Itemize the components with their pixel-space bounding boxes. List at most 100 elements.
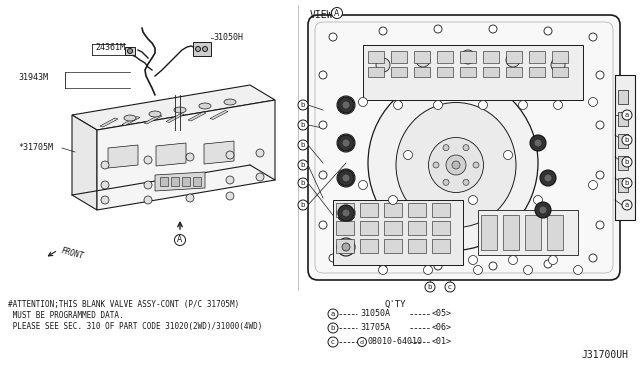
Circle shape (337, 169, 355, 187)
Circle shape (596, 121, 604, 129)
Circle shape (342, 139, 350, 147)
Circle shape (539, 206, 547, 214)
Circle shape (504, 151, 513, 160)
Bar (547, 215, 563, 250)
Circle shape (379, 260, 387, 268)
Polygon shape (156, 143, 186, 166)
Circle shape (388, 196, 397, 205)
Ellipse shape (124, 115, 136, 121)
Circle shape (425, 282, 435, 292)
Text: *31705M: *31705M (18, 144, 53, 153)
Bar (125, 47, 135, 55)
Circle shape (328, 323, 338, 333)
Text: 08010-64010: 08010-64010 (368, 337, 423, 346)
Circle shape (489, 262, 497, 270)
Circle shape (506, 53, 520, 67)
Text: FRONT: FRONT (60, 247, 84, 262)
Bar (384, 239, 402, 253)
Circle shape (127, 48, 132, 54)
FancyBboxPatch shape (308, 15, 620, 280)
Circle shape (328, 337, 338, 347)
Circle shape (473, 162, 479, 168)
Text: d: d (360, 340, 364, 344)
Bar (391, 51, 407, 63)
Circle shape (379, 27, 387, 35)
Circle shape (186, 179, 194, 187)
Circle shape (443, 145, 449, 151)
Polygon shape (97, 100, 275, 210)
Circle shape (551, 58, 565, 72)
Circle shape (337, 204, 355, 222)
Circle shape (298, 100, 308, 110)
Bar (360, 221, 378, 235)
Bar (529, 67, 545, 77)
Bar (618, 156, 628, 170)
Text: b: b (625, 180, 629, 186)
Bar (368, 51, 384, 63)
Polygon shape (193, 177, 201, 186)
Circle shape (434, 262, 442, 270)
Circle shape (424, 266, 433, 275)
Bar (414, 51, 430, 63)
Bar (615, 75, 635, 220)
Text: b: b (301, 202, 305, 208)
Circle shape (342, 101, 350, 109)
Circle shape (329, 254, 337, 262)
Circle shape (101, 161, 109, 169)
Circle shape (332, 7, 342, 19)
Circle shape (622, 135, 632, 145)
Circle shape (468, 256, 477, 264)
Circle shape (226, 192, 234, 200)
Circle shape (342, 174, 350, 182)
Circle shape (226, 176, 234, 184)
Bar (408, 221, 426, 235)
Text: b: b (301, 142, 305, 148)
Text: J31700UH: J31700UH (581, 350, 628, 360)
Text: b: b (301, 102, 305, 108)
Text: 24361M: 24361M (95, 42, 125, 51)
Circle shape (596, 71, 604, 79)
Bar (336, 221, 354, 235)
Text: b: b (301, 162, 305, 168)
Bar (552, 67, 568, 77)
Text: b: b (428, 284, 432, 290)
Circle shape (358, 337, 367, 346)
Circle shape (358, 180, 367, 189)
Bar (529, 51, 545, 63)
Text: 31705A: 31705A (360, 324, 390, 333)
Text: 31943M: 31943M (18, 74, 48, 83)
Bar (437, 51, 453, 63)
Polygon shape (160, 177, 168, 186)
Circle shape (298, 178, 308, 188)
Circle shape (298, 140, 308, 150)
Circle shape (443, 179, 449, 185)
Circle shape (337, 134, 355, 152)
Circle shape (622, 178, 632, 188)
Text: a: a (625, 112, 629, 118)
Polygon shape (166, 113, 184, 122)
Text: b: b (301, 122, 305, 128)
Text: VIEW: VIEW (310, 10, 333, 20)
Polygon shape (171, 177, 179, 186)
Circle shape (144, 181, 152, 189)
Circle shape (445, 282, 455, 292)
Text: MUST BE PROGRAMMED DATA.: MUST BE PROGRAMMED DATA. (8, 311, 124, 320)
Circle shape (337, 96, 355, 114)
Bar (552, 51, 568, 63)
Text: 31050A: 31050A (360, 310, 390, 318)
Ellipse shape (224, 99, 236, 105)
Circle shape (256, 173, 264, 181)
Circle shape (596, 221, 604, 229)
Circle shape (329, 33, 337, 41)
Circle shape (589, 180, 598, 189)
Circle shape (376, 58, 390, 72)
Bar (432, 239, 450, 253)
Polygon shape (204, 141, 234, 164)
Circle shape (463, 179, 469, 185)
Bar (460, 51, 476, 63)
Circle shape (534, 139, 542, 147)
Text: c: c (331, 339, 335, 345)
Ellipse shape (368, 76, 538, 250)
Bar (384, 221, 402, 235)
Circle shape (434, 25, 442, 33)
